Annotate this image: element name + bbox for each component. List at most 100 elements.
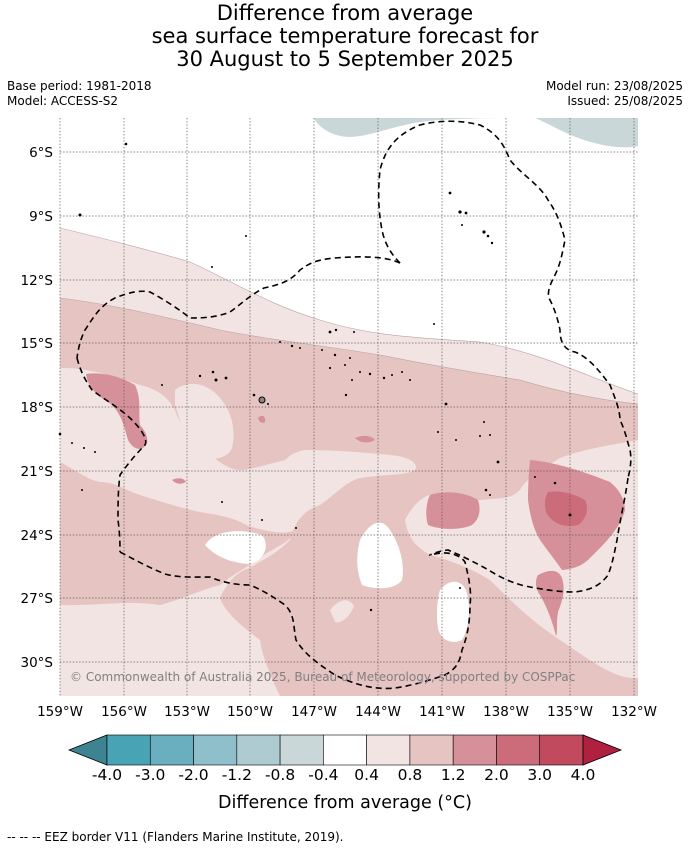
island-af: [211, 370, 215, 374]
colorbar-tick-label: 3.0: [527, 766, 553, 784]
island-aq: [479, 435, 481, 437]
island-an: [437, 431, 439, 433]
warm-core-west: [86, 373, 148, 449]
white-hole-central: [357, 522, 403, 589]
island-k: [211, 266, 213, 268]
colorbar-segment: [452, 734, 497, 766]
longitude-label: 138°W: [483, 704, 529, 720]
latitude-label: 21°S: [21, 464, 54, 480]
island-az: [489, 494, 491, 496]
longitude-label: 156°W: [101, 704, 147, 720]
island-be: [261, 519, 263, 521]
colorbar-segment: [366, 734, 411, 766]
colorbar-segment: [409, 734, 454, 766]
island-ay: [484, 488, 488, 492]
model-run-date: Model run: 23/08/2025: [545, 79, 683, 93]
colorbar: [67, 734, 623, 766]
latitude-label: 6°S: [29, 145, 53, 161]
island-l: [433, 323, 435, 325]
latitude-label: 24°S: [21, 528, 54, 544]
island-ac: [409, 379, 411, 381]
island-ag: [214, 378, 218, 382]
copyright-notice: © Commonwealth of Australia 2025, Bureau…: [70, 670, 575, 684]
colorbar-tick-label: -0.8: [264, 766, 296, 784]
island-bb: [553, 481, 557, 485]
island-u: [349, 357, 351, 359]
colorbar-tick-label: -3.0: [135, 766, 166, 784]
warm-core-central: [426, 492, 480, 529]
islands: [58, 142, 572, 612]
longitude-label: 141°W: [419, 704, 465, 720]
colorbar-tick-label: 1.2: [440, 766, 466, 784]
latitude-label: 27°S: [21, 591, 54, 607]
colorbar-extend-low: [67, 734, 108, 766]
island-c: [448, 191, 452, 195]
title-line-3: 30 August to 5 September 2025: [176, 47, 514, 71]
light-patch-south: [330, 600, 354, 623]
island-j: [245, 235, 247, 237]
island-ao: [483, 421, 485, 423]
colorbar-segment: [149, 734, 194, 766]
model-info: Base period: 1981-2018 Model: ACCESS-S2: [7, 79, 152, 109]
colorbar-segment: [539, 734, 584, 766]
island-ar: [489, 434, 491, 436]
run-info: Model run: 23/08/2025 Issued: 25/08/2025: [546, 79, 683, 109]
title-line-1: Difference from average: [216, 1, 474, 25]
map-title: Difference from average sea surface temp…: [0, 2, 690, 71]
colorbar-extend-high: [582, 734, 623, 766]
title-line-2: sea surface temperature forecast for: [151, 24, 539, 48]
colorbar-segment: [193, 734, 238, 766]
longitude-label: 132°W: [611, 704, 657, 720]
island-ax: [81, 489, 83, 491]
colorbar-title: Difference from average (°C): [218, 793, 472, 813]
longitude-label: 153°W: [164, 704, 210, 720]
eez-borders: [76, 120, 632, 690]
colorbar-tick-label: -0.4: [308, 766, 339, 784]
island-s: [321, 349, 323, 351]
island-am: [444, 402, 448, 406]
colorbar-tick-label: -2.0: [178, 766, 209, 784]
island-ap: [455, 439, 457, 441]
island-ba: [534, 476, 536, 478]
island-ak: [267, 403, 269, 405]
issued-date: Issued: 25/08/2025: [567, 94, 683, 108]
island-z: [382, 376, 386, 380]
colorbar-tick-label: 0.4: [354, 766, 379, 784]
longitude-label: 144°W: [355, 704, 401, 720]
colorbar-segment: [279, 734, 324, 766]
island-al: [344, 393, 348, 397]
island-ab: [401, 371, 403, 373]
colorbar-tick-label: 0.8: [397, 766, 423, 784]
island-bf: [295, 527, 297, 529]
eez-border-marquesas: [377, 120, 632, 479]
warm-core-small-a: [355, 435, 375, 443]
eez-border-tuamotu-south: [428, 477, 629, 593]
island-at: [71, 442, 73, 444]
island-w: [328, 366, 332, 370]
warm-peak-east: [544, 491, 588, 526]
island-ah: [224, 376, 228, 380]
contour-outer: [60, 227, 638, 395]
island-q: [290, 344, 294, 348]
cool-patch-north: [314, 118, 545, 137]
island-rarotonga: [258, 396, 266, 404]
latitude-label: 15°S: [21, 336, 54, 352]
island-g: [486, 234, 490, 238]
island-y: [368, 372, 372, 376]
colorbar-tick-label: -4.0: [91, 766, 123, 784]
contour-lines: [60, 227, 638, 405]
contour-medium-north: [60, 297, 638, 405]
colorbar-segment: [323, 734, 367, 766]
white-hole-south: [205, 531, 266, 564]
colorbar-segment: [106, 734, 151, 766]
eez-legend-note: -- -- -- EEZ border V11 (Flanders Marine…: [7, 830, 344, 844]
island-h: [490, 241, 494, 245]
colorbar-tick-label: 4.0: [570, 766, 596, 784]
island-au: [83, 447, 85, 449]
latitude-labels: 6°S 9°S 12°S 15°S 18°S 21°S 24°S 27°S 30°S: [21, 145, 54, 671]
white-hole-east: [436, 581, 469, 642]
island-t: [333, 353, 337, 357]
island-v: [344, 364, 346, 366]
island-bh: [459, 587, 461, 589]
